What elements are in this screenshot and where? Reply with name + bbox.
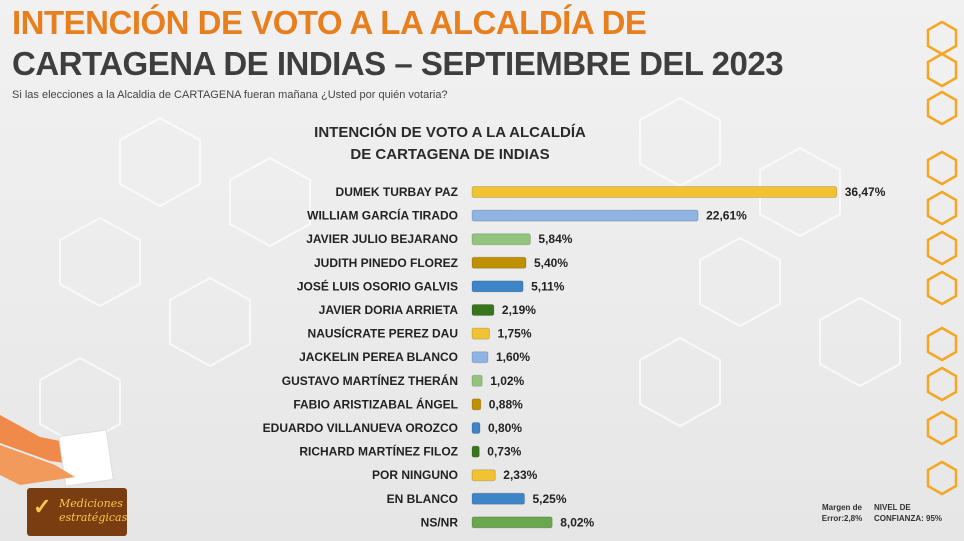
page-title-line2: CARTAGENA DE INDIAS – SEPTIEMBRE DEL 202… <box>12 45 784 82</box>
value-label: 1,02% <box>490 374 524 388</box>
page-title-line1: INTENCIÓN DE VOTO A LA ALCALDÍA DE <box>12 4 647 41</box>
value-label: 5,40% <box>534 256 568 270</box>
category-label: WILLIAM GARCÍA TIRADO <box>307 208 458 223</box>
bar <box>471 280 524 293</box>
value-label: 8,02% <box>560 515 594 529</box>
bar <box>471 469 496 482</box>
value-label: 0,80% <box>488 421 522 435</box>
logo-line2: estratégicas <box>59 511 128 524</box>
confidence-level: NIVEL DE CONFIANZA: 95% <box>874 502 954 524</box>
bar <box>471 445 480 458</box>
bar <box>471 516 553 529</box>
value-label: 36,47% <box>845 185 886 199</box>
bar <box>471 351 489 364</box>
logo-line1: Mediciones <box>59 497 123 510</box>
bar <box>471 398 482 411</box>
chart-title-line2: DE CARTAGENA DE INDIAS <box>350 146 550 163</box>
bar <box>471 256 527 269</box>
category-label: GUSTAVO MARTÍNEZ THERÁN <box>282 373 458 388</box>
category-label: JAVIER JULIO BEJARANO <box>306 232 458 246</box>
ballot-hand-illustration <box>0 415 114 487</box>
value-label: 5,25% <box>533 492 567 506</box>
value-label: 2,19% <box>502 303 536 317</box>
value-label: 1,60% <box>496 350 530 364</box>
value-label: 5,84% <box>538 232 572 246</box>
bar <box>471 209 699 222</box>
category-label: NS/NR <box>421 515 459 529</box>
category-label: JOSÉ LUIS OSORIO GALVIS <box>297 278 458 293</box>
value-label: 5,11% <box>531 279 565 293</box>
chart-title: INTENCIÓN DE VOTO A LA ALCALDÍA DE CARTA… <box>290 122 610 166</box>
bar <box>471 422 481 434</box>
category-label: RICHARD MARTÍNEZ FILOZ <box>299 444 458 459</box>
brand-logo: ✓ Mediciones estratégicas <box>27 488 127 536</box>
survey-question: Si las elecciones a la Alcaldia de CARTA… <box>12 89 448 101</box>
category-label: FABIO ARISTIZABAL ÁNGEL <box>293 396 458 411</box>
value-label: 22,61% <box>706 209 747 223</box>
value-label: 0,73% <box>487 445 521 459</box>
hexagon-column-decoration <box>926 20 958 496</box>
check-icon: ✓ <box>33 494 52 519</box>
value-label: 0,88% <box>489 397 523 411</box>
margin-of-error: Margen de Error:2,8% <box>816 502 868 524</box>
category-label: NAUSÍCRATE PEREZ DAU <box>308 326 458 341</box>
category-label: POR NINGUNO <box>372 468 458 482</box>
bar <box>471 233 531 246</box>
value-label: 1,75% <box>498 327 532 341</box>
category-label: DUMEK TURBAY PAZ <box>336 185 458 199</box>
value-label: 2,33% <box>503 468 537 482</box>
bar <box>471 186 838 198</box>
margin-label: Margen de <box>821 503 862 512</box>
category-label: EDUARDO VILLANUEVA OROZCO <box>263 421 458 435</box>
bar <box>471 492 525 505</box>
category-label: JAVIER DORIA ARRIETA <box>319 303 459 317</box>
category-label: EN BLANCO <box>387 492 458 506</box>
chart-title-line1: INTENCIÓN DE VOTO A LA ALCALDÍA <box>314 124 586 141</box>
confidence-value: CONFIANZA: 95% <box>874 514 943 523</box>
bar <box>471 374 483 387</box>
confidence-label: NIVEL DE <box>874 503 911 512</box>
bar <box>471 304 495 316</box>
category-label: JACKELIN PEREA BLANCO <box>299 350 458 364</box>
category-label: JUDITH PINEDO FLOREZ <box>314 256 458 270</box>
bar <box>471 327 490 340</box>
margin-value: Error:2,8% <box>821 514 863 523</box>
